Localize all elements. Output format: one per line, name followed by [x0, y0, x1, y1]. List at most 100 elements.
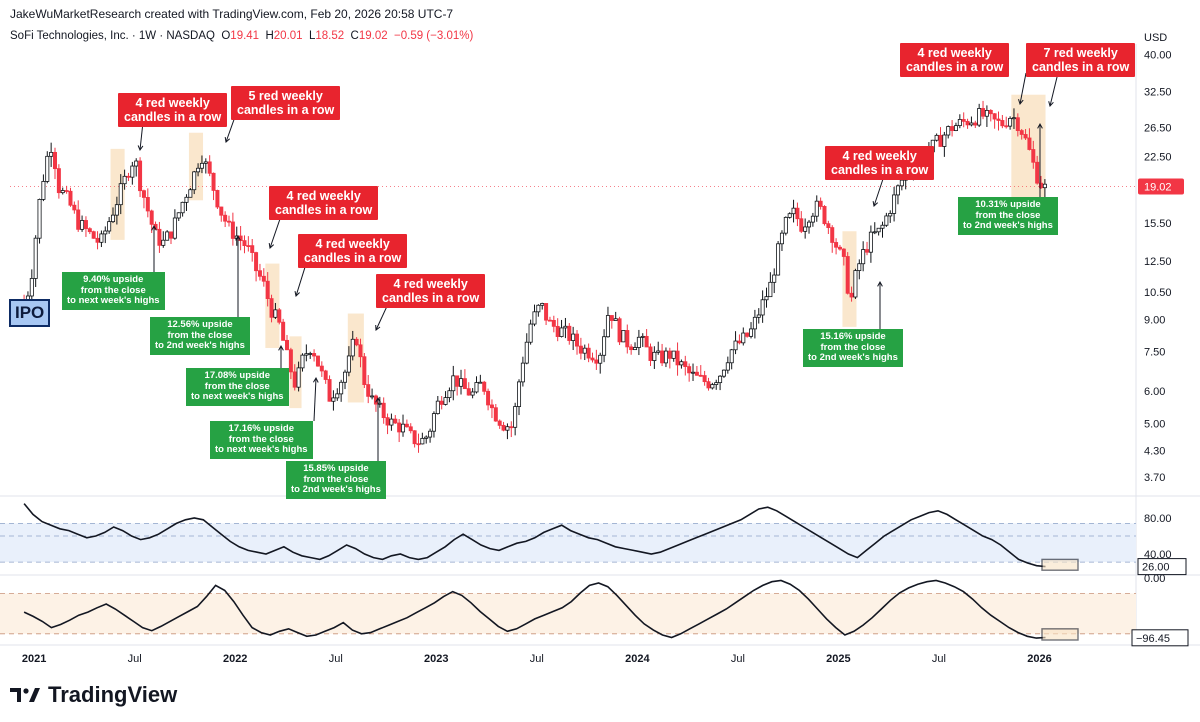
low-value: 18.52	[315, 30, 345, 42]
candle-body	[714, 382, 719, 385]
candle-body	[339, 381, 344, 395]
candle-body	[497, 420, 502, 426]
currency-label[interactable]: USD	[1144, 32, 1168, 44]
candle-body	[776, 243, 781, 276]
candle-body	[687, 366, 692, 374]
annotation-green-2: 12.56% upside from the close to 2nd week's…	[150, 317, 250, 355]
candle-body	[122, 175, 127, 185]
candle-body	[787, 213, 792, 218]
ann-green-7-line1: 10.31% upside	[975, 199, 1041, 210]
candle-body	[768, 281, 773, 298]
candle-body	[459, 378, 464, 387]
candle-body	[300, 354, 305, 369]
last-price-badge	[1138, 178, 1184, 195]
candle-body	[953, 125, 958, 131]
candle-body	[652, 351, 657, 361]
ann-green-5-line2: from the close	[303, 473, 369, 485]
candle-body	[439, 400, 444, 405]
candle-body	[830, 227, 835, 243]
candle-body	[161, 239, 166, 246]
tradingview-logo[interactable]: TradingView	[10, 682, 177, 708]
ann-green-3-line2: from the close	[204, 380, 270, 392]
ann-green-1-line3: to next week's highs	[67, 295, 160, 306]
candle-body	[462, 378, 467, 390]
candle-body	[675, 350, 680, 366]
annotation-red-1: 4 red weekly candles in a row	[118, 93, 228, 127]
candle-body	[853, 270, 858, 298]
candle-body	[845, 256, 850, 294]
candle-body	[961, 119, 966, 122]
candle-body	[227, 220, 232, 223]
candle-body	[559, 327, 564, 337]
candle-body	[899, 179, 904, 187]
candle-body	[482, 381, 487, 392]
candle-body	[965, 120, 970, 126]
candle-body	[257, 270, 262, 277]
candle-body	[934, 134, 939, 141]
candle-body	[996, 118, 1001, 121]
candle-body	[629, 346, 634, 351]
osc2-last-value: −96.45	[1136, 633, 1170, 645]
price-tick-3: 22.50	[1144, 152, 1172, 164]
ann-green-2-line3: to 2nd week's highs	[155, 340, 245, 351]
candle-body	[83, 220, 88, 230]
candle-body	[354, 338, 359, 346]
annotation-arrowhead-10	[235, 234, 241, 241]
candle-body	[412, 430, 417, 445]
time-tick-10: 2026	[1027, 653, 1051, 665]
candle-body	[493, 407, 498, 422]
candle-body	[1031, 149, 1036, 163]
candle-body	[145, 197, 150, 212]
candle-body	[169, 231, 174, 239]
candle-body	[977, 108, 982, 126]
price-tick-9: 7.50	[1144, 347, 1165, 359]
candle-body	[841, 248, 846, 257]
candle-body	[826, 223, 831, 228]
time-tick-0: 2021	[22, 653, 46, 665]
candle-body	[807, 221, 812, 228]
candle-body	[892, 194, 897, 214]
candle-body	[795, 207, 800, 220]
candle-body	[725, 362, 730, 371]
candle-body	[749, 328, 754, 337]
candle-body	[602, 336, 607, 356]
candle-body	[370, 395, 375, 398]
candle-body	[772, 274, 777, 283]
annotation-arrowhead-9	[151, 224, 157, 231]
candle-body	[791, 207, 796, 215]
candle-body	[540, 303, 545, 306]
annotation-arrowhead-2	[224, 137, 231, 143]
annotation-green-4: 17.16% upside from the close to next week'…	[210, 421, 313, 459]
candle-body	[544, 303, 549, 321]
candle-body	[598, 354, 603, 364]
change-value: −0.59 (−3.01%)	[394, 30, 474, 42]
annotation-arrowhead-7	[1018, 99, 1024, 106]
ann-green-4-line3: to next week's highs	[215, 444, 308, 455]
candle-body	[950, 126, 955, 131]
candle-body	[192, 171, 197, 191]
ann-green-5-line3: to 2nd week's highs	[291, 484, 381, 495]
time-tick-9: Jul	[932, 653, 946, 665]
candle-body	[644, 335, 649, 348]
ann-red-8-line2: candles in a row	[1032, 60, 1130, 74]
candle-body	[988, 110, 993, 115]
candle-body	[586, 347, 591, 359]
candle-body	[478, 381, 483, 384]
candle-body	[1027, 137, 1032, 150]
candle-body	[1004, 125, 1009, 128]
candle-body	[880, 224, 885, 229]
candle-body	[1035, 161, 1040, 184]
candle-body	[895, 185, 900, 196]
candle-body	[633, 347, 638, 351]
candle-body	[285, 339, 290, 351]
candle-body	[53, 151, 58, 170]
candle-body	[199, 162, 204, 169]
ann-red-2-line1: 5 red weekly	[248, 89, 323, 103]
candle-body	[691, 371, 696, 374]
candle-body	[428, 430, 433, 438]
candle-body	[99, 233, 104, 243]
candle-body	[509, 426, 514, 429]
annotation-arrow-12	[313, 377, 317, 422]
time-tick-2: 2022	[223, 653, 247, 665]
